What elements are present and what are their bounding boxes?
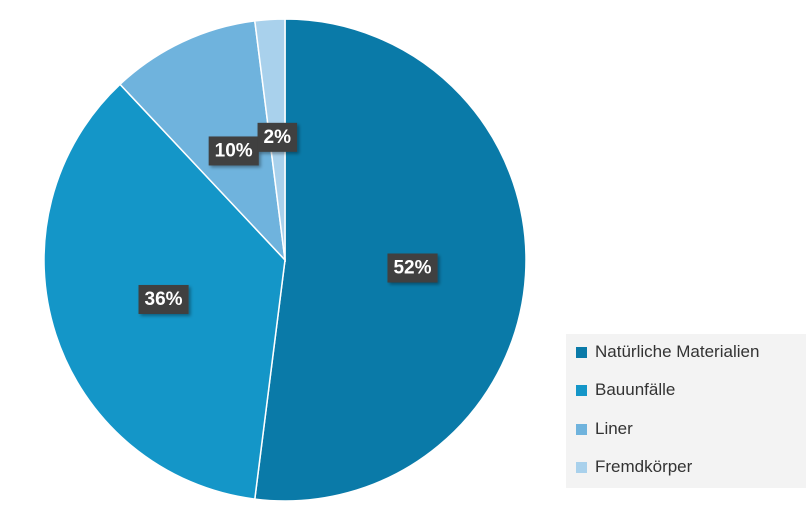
- data-label-text-liner: 10%: [215, 140, 253, 161]
- pie-slice-liner: [118, 20, 287, 263]
- legend-item-fremdkoerper: Fremdkörper: [576, 455, 692, 479]
- data-label-box-liner: [208, 136, 259, 166]
- legend-swatch-bauunfaelle: [576, 384, 587, 396]
- data-label-box-bauunfaelle: [138, 284, 189, 314]
- legend-label-bauunfaelle: Bauunfälle: [595, 380, 676, 399]
- pie-data-labels: 52% 36% 10% 2%: [138, 122, 438, 314]
- legend-item-bauunfaelle: Bauunfälle: [576, 378, 675, 402]
- data-label-text-natuerliche-materialien: 52%: [393, 258, 431, 279]
- data-label-bauunfaelle: 36%: [138, 284, 189, 314]
- legend-label-fremdkoerper: Fremdkörper: [595, 457, 693, 476]
- data-label-text-bauunfaelle: 36%: [145, 289, 183, 310]
- legend-swatch-fremdkoerper: [576, 461, 587, 473]
- data-label-box-natuerliche-materialien: [387, 253, 438, 283]
- legend-item-natuerliche-materialien: Natürliche Materialien: [576, 340, 759, 364]
- legend-item-liner: Liner: [576, 417, 633, 441]
- data-label-fremdkoerper: 2%: [257, 122, 298, 152]
- data-label-liner: 10%: [208, 136, 259, 166]
- data-label-natuerliche-materialien: 52%: [387, 253, 438, 283]
- data-label-text-fremdkoerper: 2%: [264, 127, 292, 148]
- pie-slices: [43, 18, 527, 502]
- legend-swatch-natuerliche-materialien: [576, 346, 587, 358]
- legend-label-liner: Liner: [595, 419, 633, 438]
- legend-swatch-liner: [576, 423, 587, 435]
- data-label-box-fremdkoerper: [257, 122, 298, 152]
- legend-label-natuerliche-materialien: Natürliche Materialien: [595, 342, 760, 361]
- chart-legend: Natürliche Materialien Bauunfälle Liner …: [566, 334, 806, 488]
